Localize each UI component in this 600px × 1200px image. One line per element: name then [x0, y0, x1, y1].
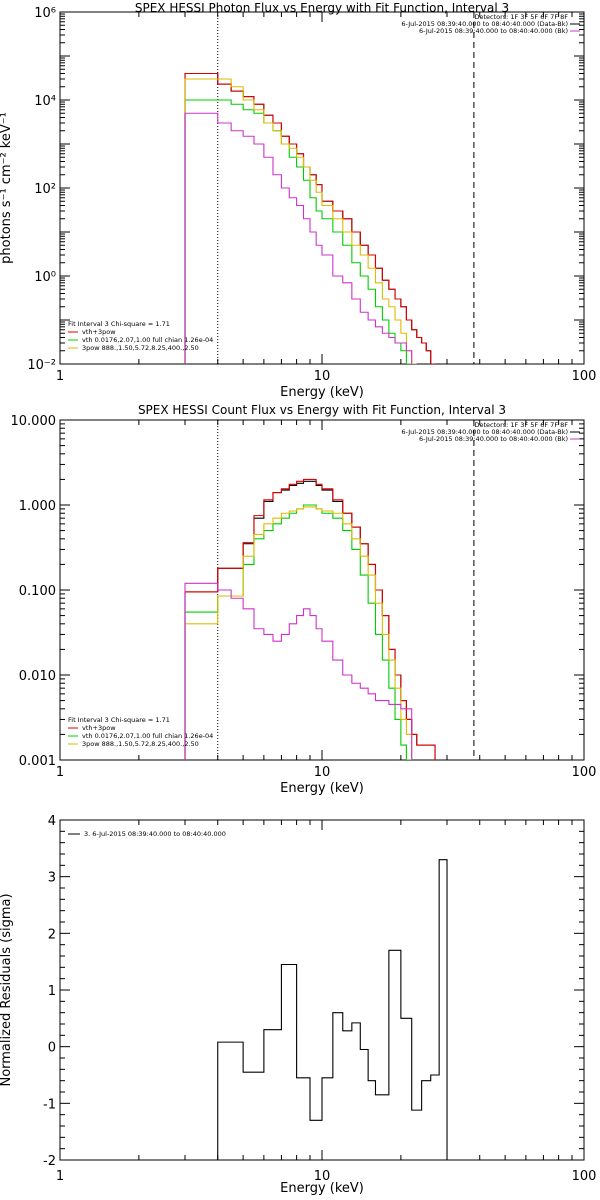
y-tick-label: 10⁶	[34, 6, 56, 21]
y-tick-label: 1	[48, 984, 56, 999]
chart-0: 1 10 100 10⁻² 10⁰ 10² 10⁴ 10⁶ Energy (keV) photon…	[0, 1, 596, 400]
y-tick-label: 4	[48, 814, 56, 829]
x-tick-label: 100	[572, 765, 597, 780]
series-line	[184, 78, 417, 364]
y-tick-label: 10⁰	[34, 270, 56, 285]
series-line	[184, 506, 413, 760]
y-tick-label: 10⁻²	[27, 358, 56, 373]
series-line	[184, 478, 436, 760]
y-tick-label: 0.010	[19, 669, 56, 684]
legend-fit-header: Fit Interval 3 Chi-square = 1.71	[68, 716, 170, 724]
y-axis-label: photons s⁻¹ cm⁻² keV⁻¹	[0, 112, 14, 264]
chart-1: 1 10 100 0.001 0.010 0.100 1.000 10.000 Energy (…	[11, 403, 597, 796]
legend-entry: vth+3pow	[82, 328, 116, 336]
x-tick-label: 100	[572, 369, 597, 384]
legend-entry: 6-Jul-2015 08:39:40.000 to 08:40:40.000 …	[401, 20, 568, 28]
y-tick-label: -1	[43, 1097, 56, 1112]
x-axis-label: Energy (keV)	[280, 781, 364, 796]
x-axis-label: Energy (keV)	[280, 385, 364, 400]
x-tick-label: 1	[56, 765, 64, 780]
legend-entry: vth+3pow	[82, 724, 116, 732]
series-line	[217, 859, 448, 1160]
series-line	[184, 99, 412, 364]
series-line	[184, 504, 412, 760]
legend-entry: Detectors: 1F 3F 5F 6F 7F 8F	[474, 13, 568, 21]
x-tick-label: 10	[314, 1169, 331, 1184]
x-tick-label: 10	[314, 765, 331, 780]
x-tick-label: 1	[56, 1169, 64, 1184]
legend-entry: 6-Jul-2015 08:39:40.000 to 08:40:40.000 …	[419, 27, 568, 35]
y-tick-label: 0.001	[19, 754, 56, 769]
legend-entry: 6-Jul-2015 08:39:40.000 to 08:40:40.000 …	[401, 428, 568, 436]
y-tick-label: 10⁴	[34, 94, 56, 109]
series-line	[184, 480, 436, 760]
legend-entry: Detectors: 1F 3F 5F 6F 7F 8F	[474, 421, 568, 429]
legend-entry: 3pow 888.,1.50,5.72,8.25,400.,2.50	[82, 344, 199, 352]
legend-entry: vth 0.0176,2.07,1.00 full chian 1.26e-04	[82, 336, 213, 344]
y-tick-label: 2	[48, 927, 56, 942]
legend-entry: 3pow 888.,1.50,5.72,8.25,400.,2.50	[82, 740, 199, 748]
x-tick-label: 1	[56, 369, 64, 384]
legend-entry: 3. 6-Jul-2015 08:39:40.000 to 08:40:40.0…	[84, 830, 226, 838]
x-tick-label: 10	[314, 369, 331, 384]
y-tick-label: -2	[43, 1154, 56, 1169]
y-tick-label: 0.100	[19, 584, 56, 599]
y-tick-label: 10²	[34, 182, 56, 197]
series-line	[184, 582, 413, 760]
chart-title: SPEX HESSI Photon Flux vs Energy with Fi…	[135, 1, 509, 15]
legend-entry: vth 0.0176,2.07,1.00 full chian 1.26e-04	[82, 732, 213, 740]
chart-title: SPEX HESSI Count Flux vs Energy with Fit…	[138, 403, 506, 417]
y-tick-label: 0	[48, 1041, 56, 1056]
series-line	[184, 72, 436, 364]
legend-entry: 6-Jul-2015 08:39:40.000 to 08:40:40.000 …	[419, 435, 568, 443]
chart-2: 1 10 100 -2 -1 0 1 2 3 4 Energy (keV) Normalized Re…	[0, 814, 596, 1196]
x-tick-label: 100	[572, 1169, 597, 1184]
x-axis-label: Energy (keV)	[280, 1181, 364, 1196]
y-tick-label: 1.000	[19, 499, 56, 514]
y-axis-label: Normalized Residuals (sigma)	[0, 893, 14, 1086]
y-tick-label: 10.000	[11, 414, 57, 429]
y-tick-label: 3	[48, 871, 56, 886]
plot-frame	[59, 419, 585, 761]
legend-fit-header: Fit Interval 3 Chi-square = 1.71	[68, 320, 170, 328]
series-line	[184, 112, 413, 364]
